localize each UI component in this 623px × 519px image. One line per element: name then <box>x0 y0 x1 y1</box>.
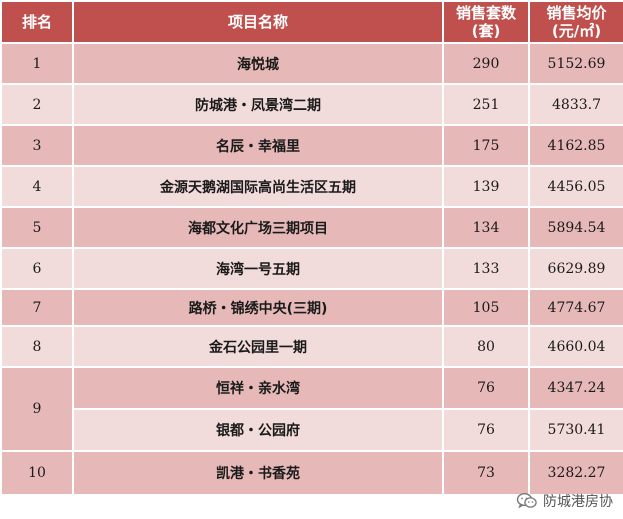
source-watermark: 防城港房协 <box>516 491 613 511</box>
table-row: 银都・公园府 76 5730.41 <box>1 408 623 452</box>
wechat-icon <box>516 492 538 510</box>
table-row: 4 金源天鹅湖国际高尚生活区五期 139 4456.05 <box>0 165 623 208</box>
units-cell: 139 <box>442 165 530 208</box>
rank-cell: 8 <box>0 325 74 368</box>
price-cell: 6629.89 <box>528 247 623 290</box>
table-row: 1 海悦城 290 5152.69 <box>0 42 623 85</box>
project-name-cell: 海都文化广场三期项目 <box>72 206 444 249</box>
price-cell: 5894.54 <box>528 206 623 249</box>
units-cell: 76 <box>442 366 530 410</box>
units-cell: 134 <box>442 206 530 249</box>
project-name-cell: 金石公园里一期 <box>72 325 444 368</box>
table-row: 2 防城港・凤景湾二期 251 4833.7 <box>0 83 623 126</box>
rank-cell: 7 <box>0 288 74 327</box>
price-cell: 4347.24 <box>528 366 623 410</box>
units-cell: 73 <box>442 450 530 496</box>
header-units-line2: (套) <box>471 22 501 40</box>
units-cell: 105 <box>442 288 530 327</box>
project-name-cell: 路桥・锦绣中央(三期) <box>72 288 444 327</box>
units-cell: 290 <box>442 42 530 85</box>
header-price-line2: (元/㎡) <box>551 22 602 40</box>
table-row: 9 恒祥・亲水湾 76 4347.24 <box>0 366 623 452</box>
table-row: 6 海湾一号五期 133 6629.89 <box>0 247 623 290</box>
header-price-line1: 销售均价 <box>546 4 607 22</box>
price-cell: 4456.05 <box>528 165 623 208</box>
header-units-line1: 销售套数 <box>455 4 516 22</box>
header-price: 销售均价 (元/㎡) <box>528 0 623 44</box>
sales-ranking-table: 排名 项目名称 销售套数 (套) 销售均价 (元/㎡) 1 海悦城 290 51… <box>0 0 623 496</box>
price-cell: 4774.67 <box>528 288 623 327</box>
rank-cell: 4 <box>0 165 74 208</box>
rank-cell: 5 <box>0 206 74 249</box>
units-cell: 133 <box>442 247 530 290</box>
header-rank: 排名 <box>0 0 74 44</box>
units-cell: 76 <box>442 408 530 452</box>
watermark-text: 防城港房协 <box>543 494 613 510</box>
table-header-row: 排名 项目名称 销售套数 (套) 销售均价 (元/㎡) <box>0 0 623 44</box>
project-name-cell: 海湾一号五期 <box>72 247 444 290</box>
rank-cell: 1 <box>0 42 74 85</box>
header-project-name: 项目名称 <box>72 0 444 44</box>
price-cell: 5152.69 <box>528 42 623 85</box>
rank-cell: 6 <box>0 247 74 290</box>
table-row: 10 凯港・书香苑 73 3282.27 <box>0 450 623 496</box>
project-name-cell: 海悦城 <box>72 42 444 85</box>
project-name-cell: 防城港・凤景湾二期 <box>72 83 444 126</box>
table-row: 7 路桥・锦绣中央(三期) 105 4774.67 <box>0 288 623 327</box>
table-row: 5 海都文化广场三期项目 134 5894.54 <box>0 206 623 249</box>
price-cell: 4833.7 <box>528 83 623 126</box>
rank-cell: 9 <box>0 366 74 452</box>
rank-cell: 10 <box>0 450 74 496</box>
units-cell: 251 <box>442 83 530 126</box>
table-row: 8 金石公园里一期 80 4660.04 <box>0 325 623 368</box>
price-cell: 4660.04 <box>528 325 623 368</box>
rank-cell: 2 <box>0 83 74 126</box>
header-units: 销售套数 (套) <box>442 0 530 44</box>
price-cell: 4162.85 <box>528 124 623 167</box>
project-name-cell: 凯港・书香苑 <box>72 450 444 496</box>
project-name-cell: 名辰・幸福里 <box>72 124 444 167</box>
project-name-cell: 恒祥・亲水湾 <box>72 366 444 410</box>
units-cell: 175 <box>442 124 530 167</box>
price-cell: 5730.41 <box>528 408 623 452</box>
rank-cell: 3 <box>0 124 74 167</box>
project-name-cell: 银都・公园府 <box>72 408 444 452</box>
units-cell: 80 <box>442 325 530 368</box>
project-name-cell: 金源天鹅湖国际高尚生活区五期 <box>72 165 444 208</box>
table-row: 3 名辰・幸福里 175 4162.85 <box>0 124 623 167</box>
price-cell: 3282.27 <box>528 450 623 496</box>
